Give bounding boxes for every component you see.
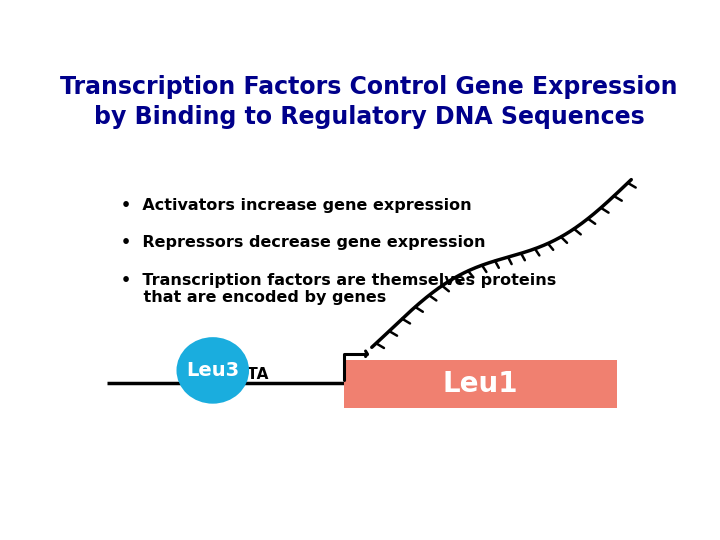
Text: Leu3: Leu3 (186, 361, 239, 380)
Bar (344, 360, 617, 408)
Text: Leu1: Leu1 (443, 370, 518, 398)
Text: •  Activators increase gene expression: • Activators increase gene expression (121, 198, 472, 213)
Text: Transcription Factors Control Gene Expression
by Binding to Regulatory DNA Seque: Transcription Factors Control Gene Expre… (60, 75, 678, 129)
Text: •  Transcription factors are themselves proteins
    that are encoded by genes: • Transcription factors are themselves p… (121, 273, 556, 305)
Text: GGTACGTA: GGTACGTA (179, 367, 269, 382)
Text: •  Repressors decrease gene expression: • Repressors decrease gene expression (121, 235, 485, 250)
Ellipse shape (176, 337, 249, 404)
